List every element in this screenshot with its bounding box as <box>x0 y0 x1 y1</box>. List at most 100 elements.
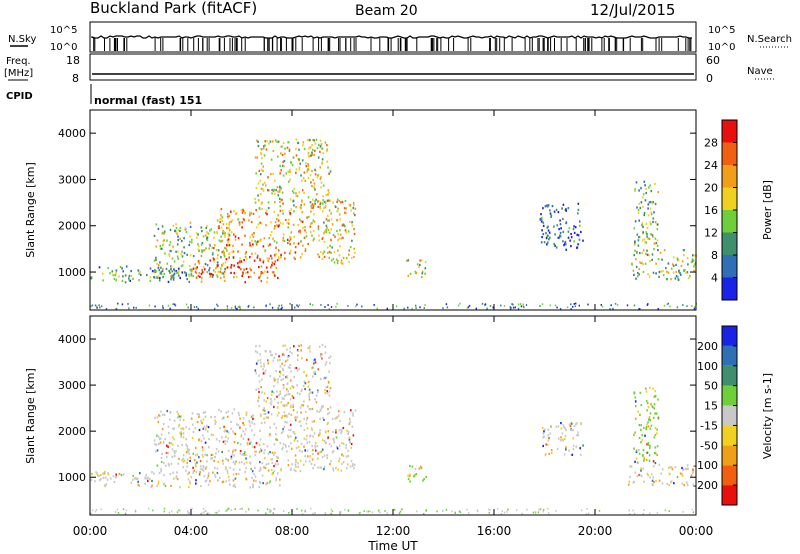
echo-cell <box>321 343 324 346</box>
echo-cell <box>172 303 174 305</box>
echo-cell <box>318 345 321 348</box>
echo-cell <box>299 230 301 233</box>
echo-cell <box>267 359 269 362</box>
echo-cell <box>293 204 295 207</box>
echo-cell <box>242 271 244 274</box>
echo-cell <box>186 465 188 468</box>
echo-cell <box>304 229 306 232</box>
echo-cell <box>257 140 259 143</box>
echo-cell <box>265 463 268 466</box>
echo-cell <box>217 270 219 273</box>
echo-cell <box>215 438 218 441</box>
echo-cell <box>169 473 172 476</box>
echo-cell <box>273 377 275 380</box>
echo-cell <box>337 249 339 252</box>
echo-cell <box>235 460 237 463</box>
echo-cell <box>549 304 551 307</box>
echo-cell <box>178 425 180 428</box>
echo-cell <box>653 407 655 410</box>
echo-cell <box>558 228 560 231</box>
echo-cell <box>269 243 271 246</box>
echo-cell <box>679 271 681 275</box>
echo-cell <box>107 267 109 270</box>
echo-cell <box>634 431 636 434</box>
echo-cell <box>423 512 425 515</box>
echo-cell <box>408 475 411 478</box>
echo-cell <box>234 305 236 308</box>
echo-cell <box>301 200 303 203</box>
echo-cell <box>248 304 250 307</box>
echo-cell <box>656 428 658 431</box>
colorbar-segment <box>722 120 737 143</box>
echo-cell <box>195 276 198 279</box>
echo-cell <box>222 262 225 265</box>
echo-cell <box>349 418 351 421</box>
echo-cell <box>296 416 298 419</box>
echo-cell <box>636 461 639 464</box>
echo-cell <box>98 304 100 307</box>
echo-cell <box>556 306 558 309</box>
echo-cell <box>282 222 284 225</box>
echo-cell <box>205 510 207 512</box>
echo-cell <box>159 247 162 250</box>
echo-cell <box>320 450 323 453</box>
echo-cell <box>245 467 247 470</box>
echo-cell <box>250 415 253 418</box>
echo-cell <box>244 255 247 258</box>
echo-cell <box>343 207 346 210</box>
echo-cell <box>165 267 168 271</box>
echo-cell <box>106 478 109 481</box>
echo-cell <box>332 258 335 261</box>
echo-cell <box>320 201 322 204</box>
echo-cell <box>336 416 338 419</box>
echo-cell <box>205 226 208 230</box>
echo-cell <box>320 143 323 146</box>
echo-cell <box>192 423 194 426</box>
echo-cell <box>265 483 267 486</box>
echo-cell <box>288 148 291 151</box>
echo-cell <box>284 394 286 397</box>
echo-cell <box>269 140 272 143</box>
echo-cell <box>262 259 265 262</box>
echo-cell <box>305 231 308 234</box>
y-tick-label: 4000 <box>58 127 86 140</box>
echo-cell <box>650 424 653 427</box>
echo-cell <box>322 199 324 202</box>
echo-cell <box>555 246 558 249</box>
echo-cell <box>275 139 278 142</box>
echo-cell <box>326 390 328 393</box>
echo-cell <box>291 163 294 167</box>
echo-cell <box>273 240 276 243</box>
echo-cell <box>173 272 176 275</box>
echo-cell <box>312 219 315 222</box>
echo-cell <box>244 453 247 456</box>
echo-cell <box>361 305 363 308</box>
echo-cell <box>292 396 295 399</box>
echo-cell <box>293 468 296 471</box>
echo-cell <box>263 407 265 410</box>
echo-cell <box>156 239 159 242</box>
echo-cell <box>314 372 316 375</box>
echo-cell <box>276 460 278 463</box>
echo-cell <box>648 237 651 240</box>
echo-cell <box>255 241 258 244</box>
x-tick-label: 00:00 <box>679 524 714 538</box>
echo-cell <box>231 250 234 254</box>
echo-cell <box>633 447 635 450</box>
echo-cell <box>255 388 257 391</box>
echo-cell <box>215 267 217 270</box>
echo-cell <box>311 366 313 370</box>
echo-cell <box>484 303 487 306</box>
echo-cell <box>652 460 655 463</box>
echo-cell <box>265 400 267 403</box>
echo-cell <box>238 305 240 308</box>
echo-cell <box>251 486 254 489</box>
echo-cell <box>267 201 270 204</box>
echo-cell <box>646 409 648 412</box>
echo-cell <box>289 398 292 401</box>
echo-cell <box>548 238 550 241</box>
echo-cell <box>314 370 316 373</box>
echo-cell <box>299 393 301 396</box>
